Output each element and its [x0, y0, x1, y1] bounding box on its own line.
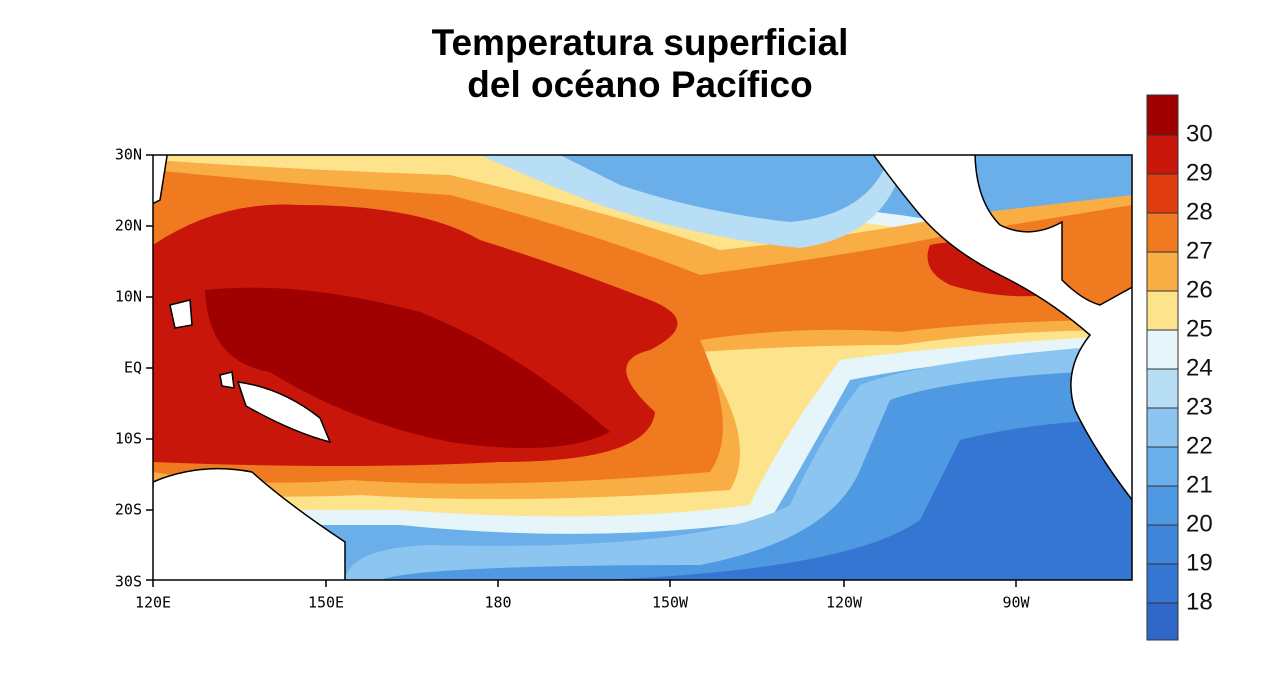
colorbar-band: [1147, 486, 1178, 525]
colorbar-band: [1147, 213, 1178, 252]
lat-labels: 30N 20N 10N EQ 10S 20S 30S: [115, 146, 142, 591]
colorbar-label: 28: [1186, 198, 1213, 225]
lat-label: EQ: [124, 359, 142, 377]
colorbar-band: [1147, 135, 1178, 174]
axis-ticks: [146, 154, 1017, 587]
colorbar-label: 23: [1186, 393, 1213, 420]
colorbar-band: [1147, 408, 1178, 447]
lon-label: 120E: [135, 594, 171, 612]
colorbar-band: [1147, 564, 1178, 603]
colorbar-label: 30: [1186, 120, 1213, 147]
lon-label: 150E: [308, 594, 344, 612]
lon-label: 150W: [652, 594, 689, 612]
lat-label: 10S: [115, 430, 142, 448]
lat-label: 10N: [115, 288, 142, 306]
colorbar-label: 18: [1186, 588, 1213, 615]
lon-label: 120W: [826, 594, 863, 612]
lat-label: 20S: [115, 501, 142, 519]
colorbar-label: 25: [1186, 315, 1213, 342]
lon-label: 180: [484, 594, 511, 612]
lat-label: 30S: [115, 573, 142, 591]
colorbar-label: 27: [1186, 237, 1213, 264]
lon-label: 90W: [1002, 594, 1030, 612]
colorbar-label: 21: [1186, 471, 1213, 498]
colorbar-band: [1147, 369, 1178, 408]
colorbar-band: [1147, 330, 1178, 369]
colorbar-label: 22: [1186, 432, 1213, 459]
lat-label: 20N: [115, 217, 142, 235]
land: [153, 155, 1132, 580]
colorbar-band: [1147, 174, 1178, 213]
colorbar: 30 29 28 27 26 25 24 23 22 21 20 19 18: [1146, 94, 1213, 641]
colorbar-band: [1147, 447, 1178, 486]
colorbar-label: 24: [1186, 354, 1213, 381]
lon-labels: 120E 150E 180 150W 120W 90W: [135, 594, 1031, 612]
colorbar-label: 29: [1186, 159, 1213, 186]
colorbar-band: [1147, 525, 1178, 564]
sst-field: [153, 155, 1132, 580]
colorbar-frame: [1146, 94, 1179, 641]
title-line: del océano Pacífico: [467, 64, 812, 105]
lat-label: 30N: [115, 146, 142, 164]
colorbar-band: [1147, 603, 1178, 640]
colorbar-label: 20: [1186, 510, 1213, 537]
colorbar-band: [1147, 291, 1178, 330]
colorbar-label: 26: [1186, 276, 1213, 303]
colorbar-label: 19: [1186, 549, 1213, 576]
colorbar-band: [1147, 95, 1178, 135]
title-line: Temperatura superficial: [432, 22, 849, 63]
colorbar-band: [1147, 252, 1178, 291]
